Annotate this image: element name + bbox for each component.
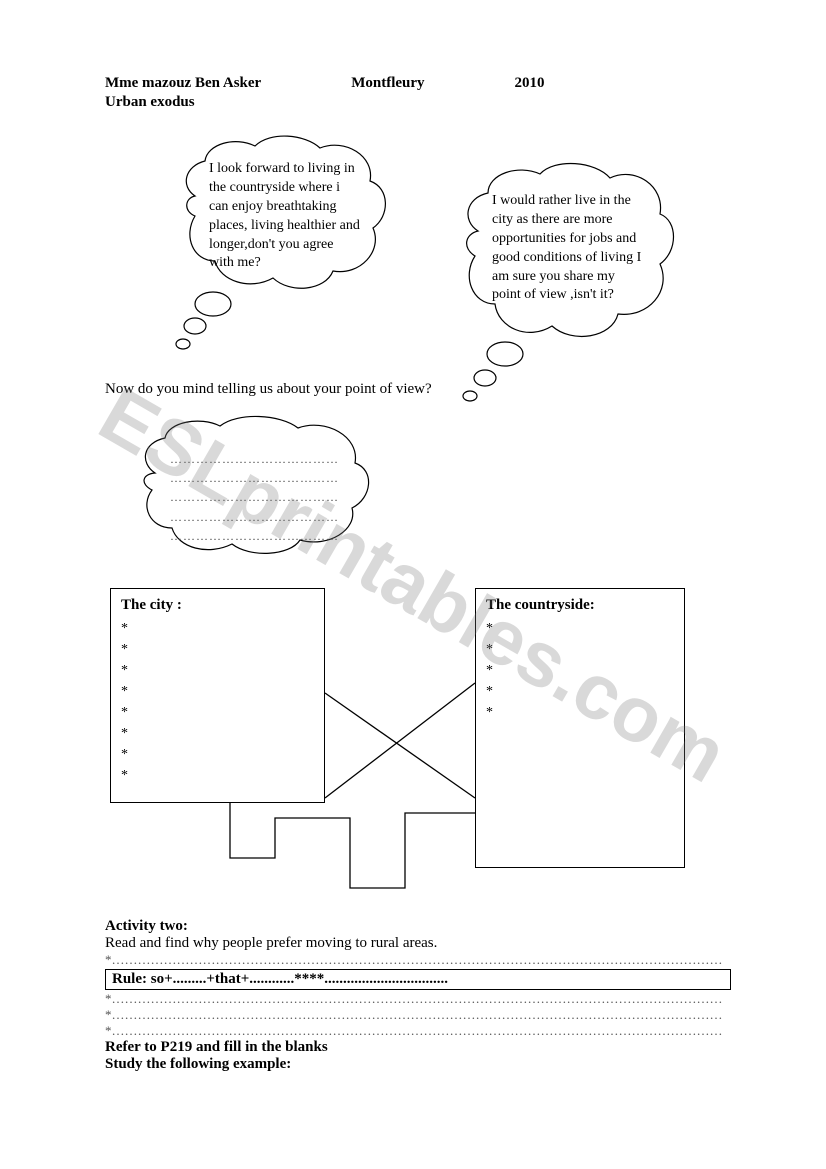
study-line: Study the following example: [105,1056,731,1073]
bubble2-text: I would rather live in the city as there… [488,188,648,309]
bubble1-text: I look forward to living in the countrys… [205,156,365,277]
rule-box: Rule: so+.........+that+............****… [105,969,731,990]
blank-1: *………………………………………………………………………………………………………… [105,952,731,968]
country-items: ***** [486,618,674,723]
subtitle: Urban exodus [105,94,731,111]
activity-instruction: Read and find why people prefer moving t… [105,935,731,952]
compare-section: The city : ******** The countryside: ***… [105,588,731,898]
refer-line: Refer to P219 and fill in the blanks [105,1039,731,1056]
blank-lines: ………………………………… ………………………………… ………………………………… [170,450,350,546]
thought-bubbles: I look forward to living in the countrys… [105,121,731,381]
blank-4: *………………………………………………………………………………………………………… [105,1023,731,1039]
blank-2: *………………………………………………………………………………………………………… [105,991,731,1007]
city-title: The city : [121,597,314,614]
blank-3: *………………………………………………………………………………………………………… [105,1007,731,1023]
city-items: ******** [121,618,314,786]
country-title: The countryside: [486,597,674,614]
answer-bubble: ………………………………… ………………………………… ………………………………… [120,408,400,558]
activity-two: Activity two: Read and find why people p… [105,918,731,1073]
country-box: The countryside: ***** [475,588,685,868]
author: Mme mazouz Ben Asker [105,75,261,92]
activity-title: Activity two: [105,918,731,935]
year: 2010 [515,75,545,92]
place: Montfleury [351,75,424,92]
city-box: The city : ******** [110,588,325,803]
